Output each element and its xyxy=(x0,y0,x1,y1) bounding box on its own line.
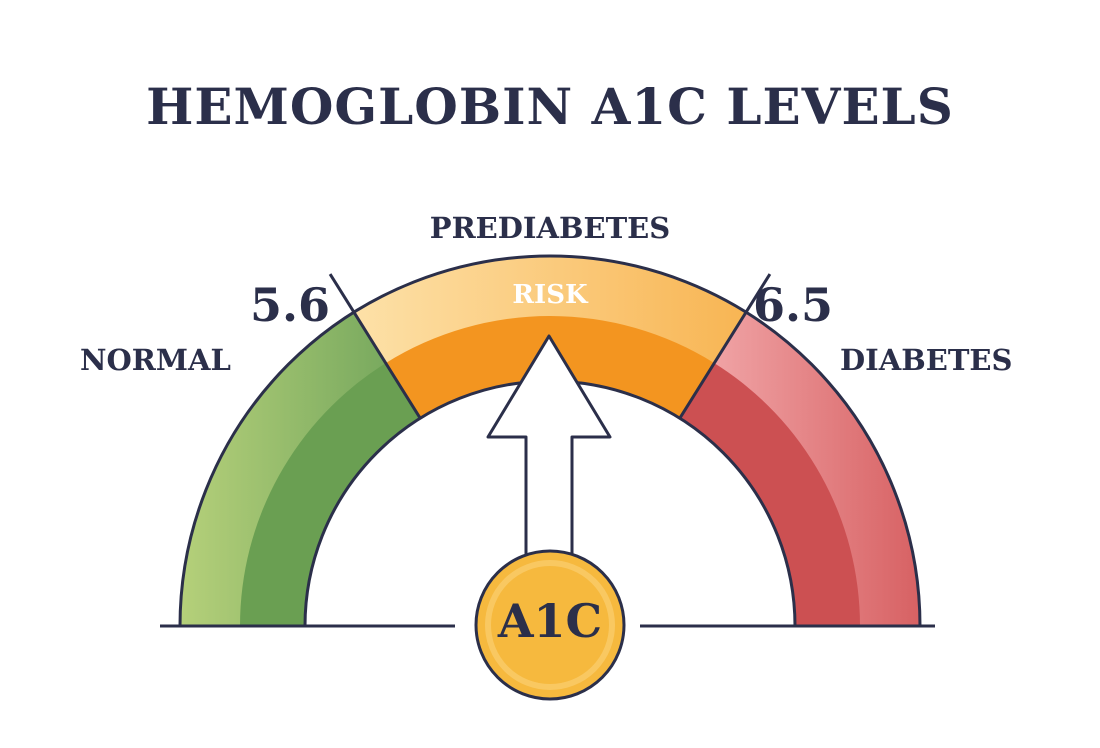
threshold-low-value: 5.6 xyxy=(250,278,331,332)
badge-label: A1C xyxy=(497,594,603,648)
risk-label: RISK xyxy=(512,280,588,310)
threshold-line-high xyxy=(744,273,772,314)
diabetes-zone-inner xyxy=(679,363,860,626)
page-title: HEMOGLOBIN A1C LEVELS xyxy=(146,77,954,136)
threshold-line-low xyxy=(328,273,356,314)
diabetes-label: DIABETES xyxy=(840,343,1013,377)
threshold-high-value: 6.5 xyxy=(753,278,834,332)
normal-label: NORMAL xyxy=(80,343,231,377)
prediabetes-label: PREDIABETES xyxy=(429,211,671,245)
a1c-badge-highlight xyxy=(485,560,615,690)
normal-zone-inner xyxy=(240,363,421,626)
a1c-badge xyxy=(474,549,626,701)
